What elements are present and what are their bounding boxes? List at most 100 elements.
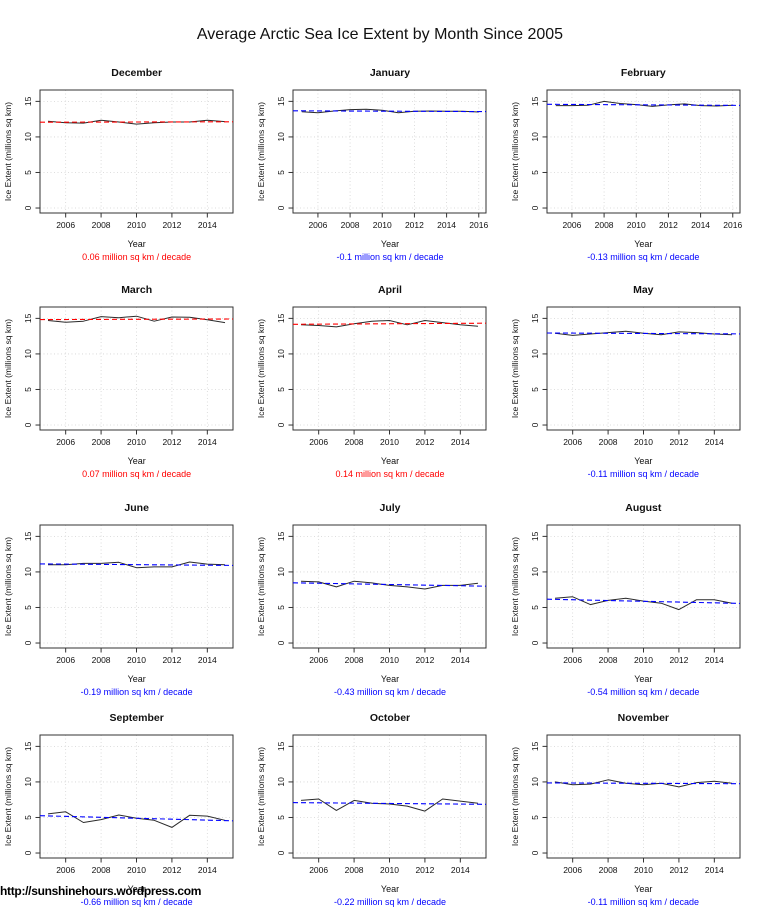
x-tick-label: 2012 bbox=[162, 220, 181, 230]
x-tick-label: 2008 bbox=[345, 437, 364, 447]
x-tick-label: 2010 bbox=[634, 865, 653, 875]
y-tick-label: 0 bbox=[276, 640, 286, 645]
y-tick-label: 10 bbox=[23, 132, 33, 142]
data-line bbox=[47, 315, 226, 324]
x-tick-label: 2006 bbox=[562, 220, 581, 230]
trend-caption: 0.14 million sq km / decade bbox=[335, 469, 445, 479]
x-axis-label: Year bbox=[127, 884, 146, 894]
y-tick-label: 10 bbox=[530, 777, 540, 787]
x-tick-label: 2008 bbox=[345, 655, 364, 665]
subplot-november: November 2006 2008 2010 2012 2014 0 5 10 15 Ice E… bbox=[507, 705, 760, 912]
y-axis-label: Ice Extent (millions sq km) bbox=[3, 319, 13, 418]
y-tick-label: 15 bbox=[23, 531, 33, 541]
x-tick-label: 2010 bbox=[380, 865, 399, 875]
y-tick-label: 10 bbox=[23, 777, 33, 787]
trend-line bbox=[546, 332, 740, 335]
charts-grid: December 2006 2008 2010 2012 2014 0 5 10 15 Ice E… bbox=[0, 60, 760, 912]
x-tick-label: 2014 bbox=[437, 220, 456, 230]
trend-caption: 0.06 million sq km / decade bbox=[82, 252, 192, 262]
subplot-title: February bbox=[620, 67, 666, 79]
x-tick-label: 2010 bbox=[127, 655, 146, 665]
y-tick-label: 5 bbox=[23, 170, 33, 175]
trend-line bbox=[546, 782, 740, 785]
x-tick-label: 2014 bbox=[198, 865, 217, 875]
y-axis-label: Ice Extent (millions sq km) bbox=[510, 319, 520, 418]
chart-canvas: 2006 2008 2010 2012 2014 0 5 10 15 Ice Extent (mi… bbox=[256, 524, 487, 665]
y-tick-label: 0 bbox=[530, 850, 540, 855]
y-tick-label: 0 bbox=[530, 205, 540, 210]
x-tick-label: 2014 bbox=[451, 865, 470, 875]
subplot-title: October bbox=[369, 712, 411, 724]
x-tick-label: 2010 bbox=[373, 220, 392, 230]
trend-line bbox=[39, 563, 234, 566]
x-tick-label: 2008 bbox=[594, 220, 613, 230]
x-tick-label: 2012 bbox=[162, 655, 181, 665]
x-tick-label: 2006 bbox=[310, 655, 329, 665]
trend-caption: -0.54 million sq km / decade bbox=[587, 687, 700, 697]
y-tick-label: 15 bbox=[23, 96, 33, 106]
y-tick-label: 15 bbox=[276, 531, 286, 541]
y-tick-label: 15 bbox=[530, 741, 540, 751]
y-tick-label: 15 bbox=[276, 741, 286, 751]
trend-caption: -0.66 million sq km / decade bbox=[80, 897, 193, 907]
x-axis-label: Year bbox=[380, 884, 400, 894]
y-tick-label: 5 bbox=[276, 815, 286, 820]
subplot-title: June bbox=[124, 502, 149, 514]
x-tick-label: 2008 bbox=[92, 220, 111, 230]
x-tick-label: 2012 bbox=[162, 865, 181, 875]
y-tick-label: 10 bbox=[276, 567, 286, 577]
trend-caption: -0.19 million sq km / decade bbox=[80, 687, 193, 697]
x-tick-label: 2008 bbox=[341, 220, 360, 230]
subplot-march: March 2006 2008 2010 2012 2014 0 5 10 15 Ice Exte… bbox=[0, 277, 253, 495]
x-tick-label: 2006 bbox=[309, 220, 328, 230]
x-axis-label: Year bbox=[634, 674, 653, 684]
y-tick-label: 15 bbox=[530, 96, 540, 106]
x-axis-label: Year bbox=[127, 674, 146, 684]
x-tick-label: 2012 bbox=[416, 655, 435, 665]
subplot-title: September bbox=[109, 712, 164, 724]
y-tick-label: 5 bbox=[23, 387, 33, 392]
subplot-title: May bbox=[633, 284, 654, 296]
x-tick-label: 2008 bbox=[345, 865, 364, 875]
subplot-title: July bbox=[379, 502, 401, 514]
x-tick-label: 2016 bbox=[470, 220, 489, 230]
x-tick-label: 2010 bbox=[634, 655, 653, 665]
subplot-title: January bbox=[369, 67, 411, 79]
subplot-july: July 2006 2008 2010 2012 2014 0 5 10 15 Ice Exten… bbox=[253, 495, 506, 705]
x-tick-label: 2014 bbox=[705, 865, 724, 875]
subplot-april: April 2006 2008 2010 2012 2014 0 5 10 15 Ice Exte… bbox=[253, 277, 506, 495]
x-tick-label: 2014 bbox=[705, 437, 724, 447]
x-tick-label: 2006 bbox=[563, 655, 582, 665]
x-tick-label: 2010 bbox=[127, 865, 146, 875]
x-tick-label: 2012 bbox=[162, 437, 181, 447]
y-axis-label: Ice Extent (millions sq km) bbox=[3, 747, 13, 846]
y-tick-label: 10 bbox=[23, 567, 33, 577]
chart-canvas: 2006 2008 2010 2012 2014 0 5 10 15 Ice Extent (mi… bbox=[510, 524, 741, 665]
y-tick-label: 15 bbox=[530, 531, 540, 541]
chart-canvas: 2006 2008 2010 2012 2014 0 5 10 15 Ice Extent (mi… bbox=[510, 306, 741, 447]
chart-canvas: 2006 2008 2010 2012 2014 0 5 10 15 Ice Extent (mi… bbox=[3, 734, 234, 875]
x-tick-label: 2014 bbox=[198, 655, 217, 665]
y-axis-label: Ice Extent (millions sq km) bbox=[256, 537, 266, 636]
plot-box bbox=[292, 89, 487, 214]
y-tick-label: 5 bbox=[23, 605, 33, 610]
data-line bbox=[301, 580, 479, 590]
trend-caption: -0.1 million sq km / decade bbox=[336, 252, 444, 262]
trend-line bbox=[293, 322, 487, 325]
x-tick-label: 2010 bbox=[634, 437, 653, 447]
x-tick-label: 2008 bbox=[598, 655, 617, 665]
y-tick-label: 0 bbox=[276, 205, 286, 210]
y-tick-label: 5 bbox=[276, 605, 286, 610]
data-line bbox=[554, 779, 732, 788]
x-tick-label: 2012 bbox=[416, 865, 435, 875]
y-tick-label: 10 bbox=[530, 132, 540, 142]
chart-canvas: 2006 2008 2010 2012 2014 0 5 10 15 Ice Extent (mi… bbox=[256, 734, 487, 875]
y-tick-label: 10 bbox=[276, 349, 286, 359]
x-tick-label: 2014 bbox=[198, 437, 217, 447]
x-tick-label: 2016 bbox=[723, 220, 742, 230]
data-line bbox=[48, 561, 226, 569]
y-tick-label: 5 bbox=[276, 170, 286, 175]
x-tick-label: 2006 bbox=[56, 437, 75, 447]
y-axis-label: Ice Extent (millions sq km) bbox=[510, 102, 520, 201]
chart-canvas: 2006 2008 2010 2012 2014 0 5 10 15 Ice Extent (mi… bbox=[256, 306, 487, 447]
